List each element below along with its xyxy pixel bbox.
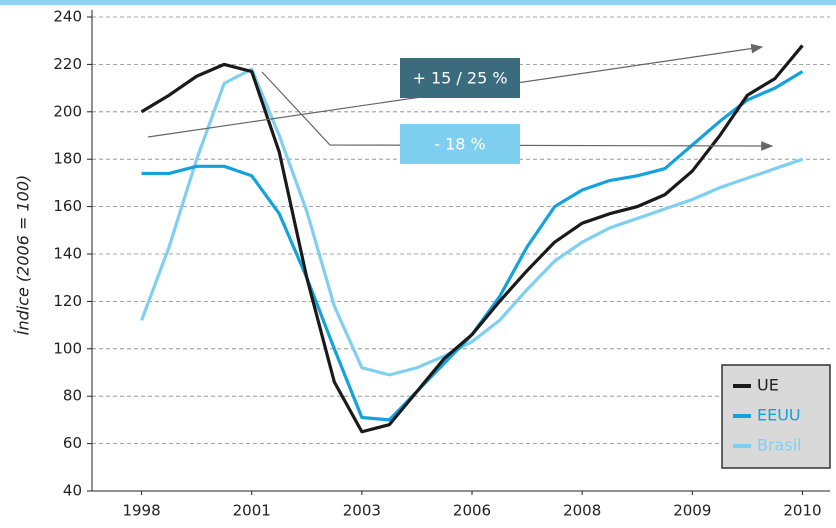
y-tick-label: 40: [63, 482, 82, 500]
annotation-box: [400, 58, 520, 98]
y-axis-title: Índice (2006 = 100): [14, 175, 33, 336]
x-tick-label: 2003: [343, 502, 381, 520]
y-tick-label: 180: [53, 150, 82, 168]
y-tick-label: 60: [63, 434, 82, 452]
annotation-box: [400, 124, 520, 164]
y-tick-label: 220: [53, 55, 82, 73]
series-line: [140, 67, 803, 377]
legend-label: EEUU: [757, 406, 801, 425]
annotation: - 18 %: [434, 135, 486, 154]
series-line: [140, 44, 804, 434]
top-bar: [0, 0, 836, 5]
y-tick-label: 160: [53, 197, 82, 215]
x-tick-label: 1998: [122, 502, 160, 520]
y-tick-label: 120: [53, 292, 82, 310]
x-tick-label: 2006: [453, 502, 491, 520]
y-tick-label: 240: [53, 8, 82, 26]
y-tick-label: 100: [53, 339, 82, 357]
lines: [140, 44, 804, 434]
legend-label: Brasil: [757, 436, 802, 455]
legend: UE EEUU Brasil: [721, 364, 831, 469]
grid: 40 60 80 100 120 140 160 180 200 220 240 1998 2001 20…: [53, 8, 830, 520]
annotation: + 15 / 25 %: [412, 69, 507, 88]
x-tick-label: 2008: [563, 502, 601, 520]
x-tick-label: 2009: [673, 502, 711, 520]
legend-label: UE: [757, 376, 779, 395]
arrow: [261, 71, 774, 151]
y-tick-label: 80: [63, 387, 82, 405]
x-tick-label: 2001: [233, 502, 271, 520]
x-tick-label: 2010: [783, 502, 821, 520]
y-tick-label: 140: [53, 245, 82, 263]
y-tick-label: 200: [53, 102, 82, 120]
